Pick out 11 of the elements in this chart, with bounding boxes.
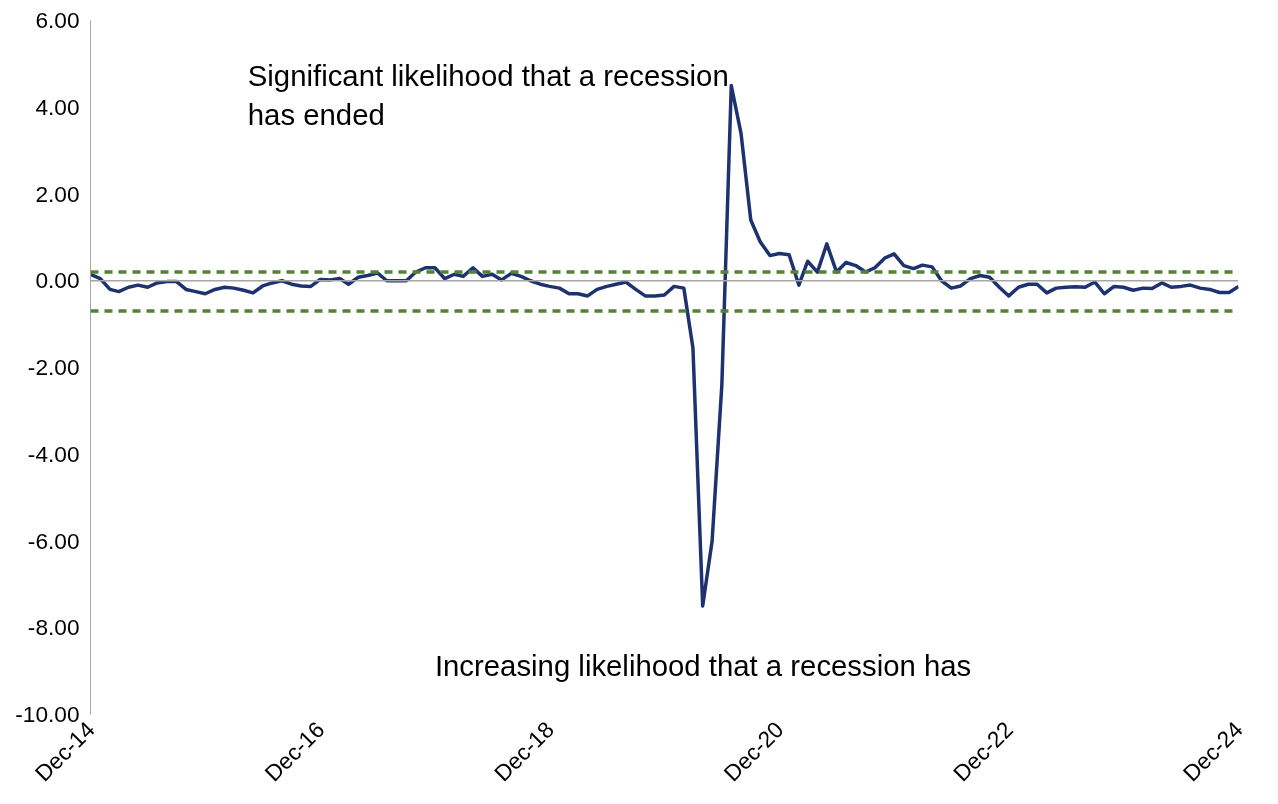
annotation: Significant likelihood that a recession has ended (247, 58, 729, 132)
annotation: Increasing likelihood that a recession has (434, 648, 972, 682)
y-tick-label: -2.00 (27, 354, 80, 380)
y-tick-label: 2.00 (35, 180, 80, 207)
y-tick-label: 4.00 (35, 93, 80, 120)
y-tick-label: 6.00 (35, 7, 80, 33)
y-tick-label: 0.00 (35, 267, 80, 294)
y-tick-label: -6.00 (27, 527, 80, 554)
y-tick-label: -8.00 (27, 614, 80, 641)
y-tick-label: -10.00 (15, 701, 80, 727)
y-tick-label: -4.00 (27, 440, 80, 467)
